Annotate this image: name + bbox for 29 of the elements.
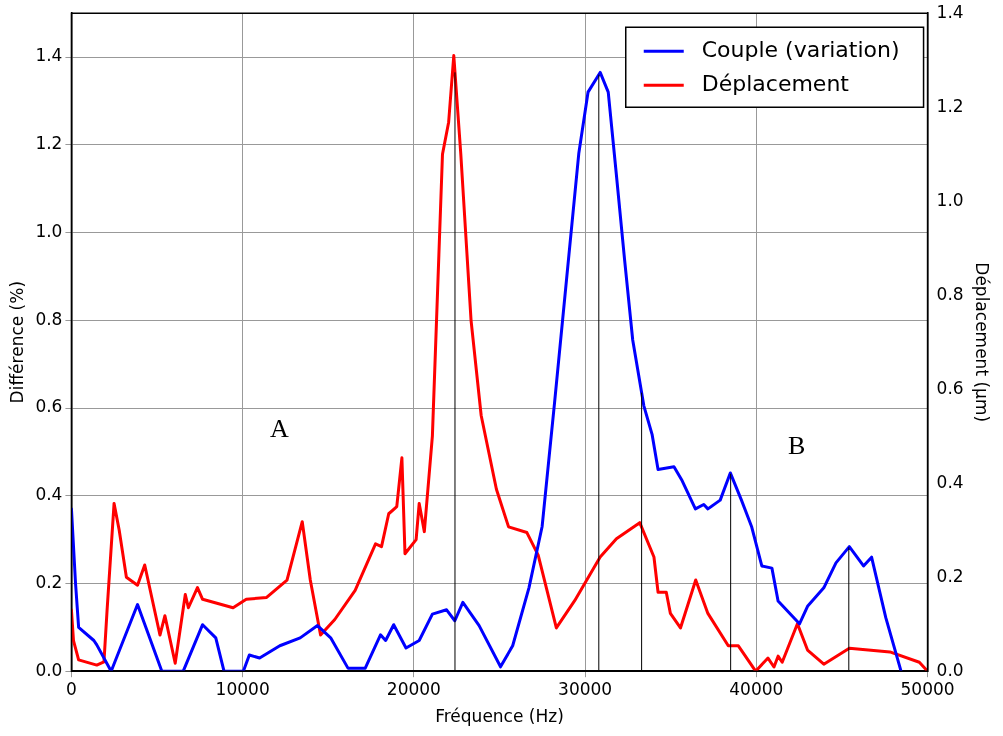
x-axis-title: Fréquence (Hz) [435,706,564,727]
y-axis-title: Différence (%) [6,280,27,404]
annotation: A [270,413,290,443]
legend-label: Couple (variation) [701,36,900,62]
y2-tick-label: 0.8 [936,283,964,304]
x-tick-label: 20000 [386,678,441,699]
y2-tick-label: 0.0 [936,659,964,680]
legend-label: Déplacement [701,70,850,96]
y-tick-label: 0.0 [35,659,63,680]
y2-tick-label: 1.2 [936,95,964,116]
y-tick-label: 0.2 [35,571,63,592]
y2-tick-label: 0.6 [936,377,964,398]
x-tick-label: 50000 [900,678,955,699]
annotation: B [787,430,806,460]
x-tick-label: 40000 [729,678,784,699]
x-tick-label: 10000 [215,678,270,699]
x-tick-label: 30000 [558,678,613,699]
y-tick-label: 0.4 [35,484,63,505]
x-tick-label: 0 [66,678,77,699]
y-tick-label: 1.0 [35,220,63,241]
y-tick-label: 0.8 [35,308,63,329]
y-tick-label: 1.4 [35,45,63,66]
y2-tick-label: 1.0 [936,189,964,210]
y-tick-label: 1.2 [35,133,63,154]
y2-tick-label: 0.2 [936,565,964,586]
y2-tick-label: 0.4 [936,471,964,492]
y2-tick-label: 1.4 [936,1,964,22]
y2-axis-title: Déplacement (μm) [972,262,993,423]
y-tick-label: 0.6 [35,396,63,417]
